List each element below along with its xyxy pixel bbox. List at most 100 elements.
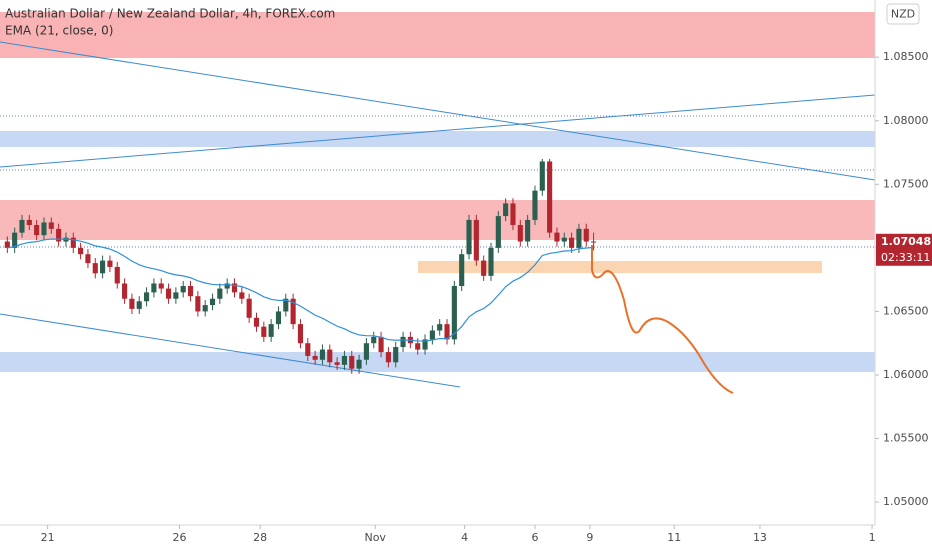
x-tick-label: 26 <box>173 531 187 544</box>
candle-body <box>473 219 479 261</box>
chart-title: Australian Dollar / New Zealand Dollar, … <box>5 7 335 21</box>
candle-body <box>312 355 318 360</box>
countdown: 02:33:11 <box>881 251 930 264</box>
candle-body <box>187 286 194 297</box>
x-tick-label: 28 <box>253 531 267 544</box>
candle-body <box>122 283 128 299</box>
candle-body <box>275 311 282 325</box>
candle-body <box>481 260 487 276</box>
candle-body <box>554 232 560 242</box>
candle-body <box>363 343 369 360</box>
candle-body <box>136 301 142 309</box>
x-tick-label: 11 <box>667 531 681 544</box>
candle-body <box>12 232 18 248</box>
currency[interactable]: NZD <box>891 8 915 21</box>
candle-body <box>70 237 76 248</box>
y-tick-label: 1.05500 <box>883 432 929 445</box>
resistance-zone <box>0 12 875 58</box>
y-tick-label: 1.06000 <box>883 368 929 381</box>
candle-body <box>209 298 216 306</box>
demand-zone <box>418 261 822 273</box>
candle-body <box>444 324 450 340</box>
candle-body <box>107 260 113 267</box>
y-tick-label: 1.06500 <box>883 304 929 317</box>
candle-body <box>371 336 377 344</box>
x-tick-label: 9 <box>586 531 593 544</box>
candle-body <box>78 247 84 255</box>
candle-body <box>378 336 384 353</box>
candle-body <box>290 298 296 325</box>
candle-body <box>246 298 252 318</box>
candle-body <box>100 260 106 274</box>
ema-line <box>7 238 594 342</box>
candle-body <box>517 225 523 242</box>
candle-body <box>327 349 333 363</box>
x-tick-label: 6 <box>531 531 538 544</box>
candle-body <box>319 349 326 360</box>
x-tick-label: Nov <box>364 531 386 544</box>
candle-body <box>19 219 25 233</box>
candle-body <box>437 324 443 331</box>
candle-body <box>173 292 179 299</box>
support-zone <box>0 352 875 372</box>
candle-body <box>576 228 582 248</box>
x-tick-label: 13 <box>753 531 767 544</box>
candle-body <box>583 228 589 242</box>
candle-body <box>195 296 201 312</box>
candle-body <box>41 222 47 236</box>
candle-body <box>180 286 186 293</box>
candle-body <box>4 241 10 248</box>
candle-body <box>85 254 91 264</box>
candle-body <box>56 228 62 242</box>
candle-body <box>510 203 516 225</box>
candle-body <box>151 283 157 293</box>
y-tick-label: 1.05000 <box>883 495 929 508</box>
plot <box>4 158 597 374</box>
candle-body <box>305 343 311 356</box>
x-tick-label: 1 <box>869 531 876 544</box>
candle-body <box>561 237 567 242</box>
candle-body <box>224 283 230 289</box>
candle-body <box>261 326 267 337</box>
resistance-zone <box>0 200 875 240</box>
projection-path <box>591 245 734 394</box>
candle-body <box>415 343 421 350</box>
candle-body <box>400 336 406 348</box>
last-price-label: 1.07048 <box>881 235 931 248</box>
drawings <box>0 12 876 394</box>
candle-body <box>144 292 150 302</box>
candle-body <box>34 225 40 236</box>
candle-body <box>334 362 340 365</box>
currency-box[interactable] <box>886 3 920 25</box>
candle-body <box>422 339 428 350</box>
candle-body <box>341 355 347 365</box>
candle-body <box>451 286 457 340</box>
candle-body <box>459 254 465 287</box>
candle-body <box>429 330 435 340</box>
trend-line <box>0 94 876 168</box>
candle-body <box>532 190 538 220</box>
candle-body <box>92 263 98 274</box>
y-tick-label: 1.08500 <box>883 50 929 63</box>
candle-body <box>158 283 164 289</box>
x-tick-label: 4 <box>461 531 468 544</box>
ema-legend: EMA (21, close, 0) <box>5 24 113 38</box>
candle-body <box>165 288 172 299</box>
candle-body <box>253 317 260 327</box>
candle-body <box>466 219 472 255</box>
candle-body <box>356 359 362 369</box>
candle-body <box>217 288 223 299</box>
y-tick-label: 1.08000 <box>883 114 929 127</box>
candle-body <box>503 203 509 217</box>
candle-body <box>26 219 32 225</box>
candle-body <box>495 216 501 248</box>
trend-line <box>0 313 461 388</box>
candle-body <box>393 347 399 363</box>
candle-body <box>591 241 597 243</box>
candle-body <box>547 161 553 233</box>
support-zone <box>0 131 875 147</box>
candle-body <box>239 292 245 299</box>
